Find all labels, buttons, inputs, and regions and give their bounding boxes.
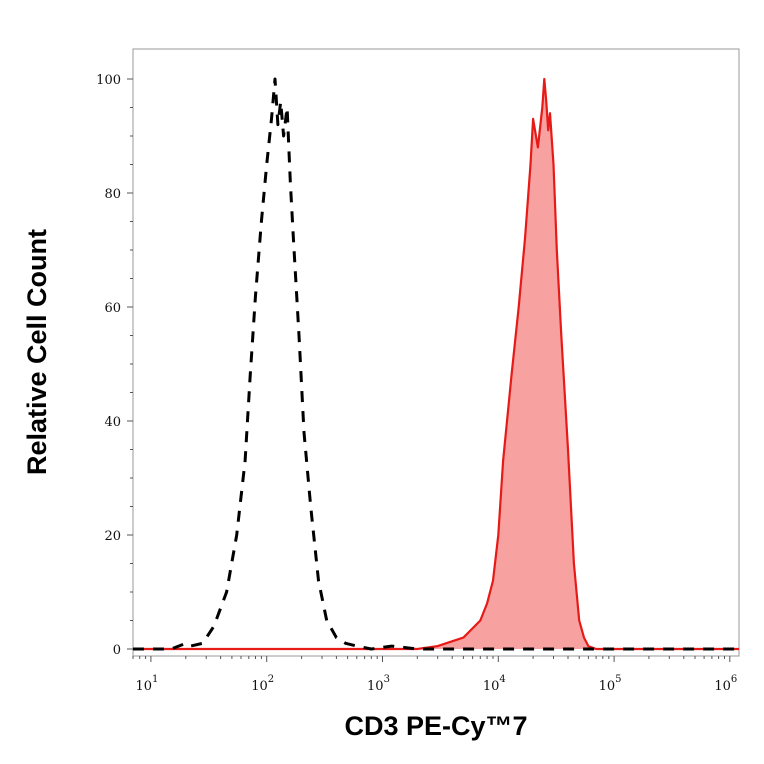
- y-tick-label: 40: [104, 415, 121, 430]
- series-line-dashed: [133, 77, 739, 651]
- x-axis-title: CD3 PE-Cy™7: [344, 711, 527, 741]
- y-tick-label: 0: [113, 643, 121, 658]
- y-tick-label: 100: [96, 73, 121, 88]
- x-tick-label: 103: [367, 674, 390, 694]
- y-tick-label: 80: [104, 187, 121, 202]
- series-layer: [133, 77, 739, 651]
- x-axis-ticks: 101 102 103 104 105 106: [132, 656, 737, 694]
- x-tick-label: 105: [599, 674, 622, 694]
- x-tick-label: 101: [135, 674, 158, 694]
- x-tick-label: 104: [483, 674, 506, 694]
- series-fill-solid: [133, 79, 739, 649]
- x-tick-label: 106: [714, 674, 737, 694]
- plot-frame: [132, 48, 740, 657]
- y-tick-label: 20: [104, 529, 121, 544]
- series-line-solid: [133, 77, 739, 651]
- y-axis-title: Relative Cell Count: [22, 229, 52, 475]
- y-tick-label: 60: [104, 301, 121, 316]
- y-axis-ticks: 0 20 40 60 80 100: [96, 73, 133, 658]
- x-tick-label: 102: [251, 674, 274, 694]
